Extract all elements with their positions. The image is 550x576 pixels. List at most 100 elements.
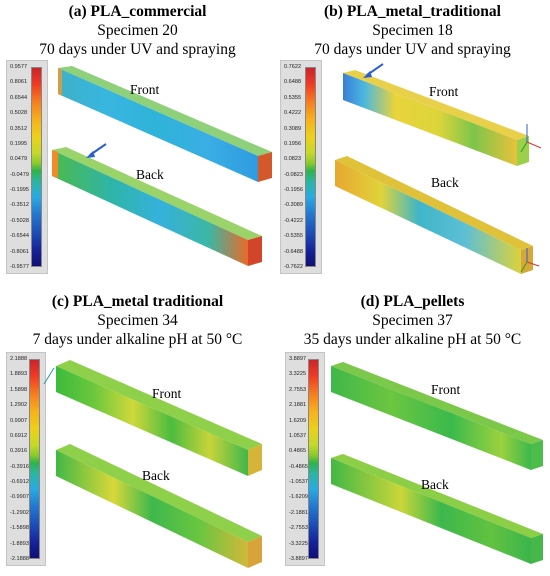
front-specimen (331, 362, 543, 470)
scale-tick-label: -1.8893 (10, 540, 29, 547)
scale-tick-label: -0.7622 (284, 264, 303, 270)
scale-bar (305, 67, 316, 267)
leader-line (43, 367, 55, 385)
color-scale: 0.7622 0.6488 0.5355 0.4222 0.3089 0.1956 0.08… (280, 60, 322, 274)
scale-tick-label: 1.6209 (289, 417, 307, 424)
exposure-label: 70 days under UV and spraying (39, 41, 236, 58)
arrow-icon (86, 143, 107, 158)
axis-triad-icon (520, 124, 542, 273)
back-specimen (52, 147, 262, 266)
scale-tick-label: -0.3089 (284, 202, 303, 209)
scale-tick-label: 3.3225 (289, 371, 307, 378)
scale-ticks: 3.8897 3.3225 2.7553 2.1881 1.6209 1.0537 0.48… (289, 356, 308, 562)
scale-tick-label: 1.2902 (10, 402, 28, 409)
scale-tick-label: 0.6544 (10, 94, 28, 101)
scale-tick-label: -0.3512 (10, 202, 29, 209)
scale-tick-label: 2.7553 (289, 386, 307, 393)
scale-tick-label: -0.3916 (10, 463, 29, 470)
scale-tick-label: -0.1956 (284, 187, 303, 194)
scale-tick-label: 1.5898 (10, 386, 28, 393)
panel-title: (a) PLA_commercial (68, 3, 207, 20)
scale-tick-label: -1.6209 (289, 494, 308, 501)
scale-tick-label: -0.9577 (10, 264, 29, 270)
scale-tick-label: 0.0823 (284, 156, 302, 163)
panel-caption: (c) PLA_metal traditional Specimen 34 7 … (0, 292, 275, 349)
back-label: Back (136, 167, 164, 182)
scale-bar (308, 359, 319, 559)
scale-tick-label: -0.1995 (10, 187, 29, 194)
scale-tick-label: 2.1881 (289, 402, 307, 409)
exposure-label: 70 days under UV and spraying (314, 41, 511, 58)
scale-tick-label: 0.3512 (10, 125, 28, 132)
scale-tick-label: 3.8897 (289, 356, 307, 362)
panel-pla-metal-traditional-uv: (b) PLA_metal_traditional Specimen 18 70… (275, 0, 550, 288)
scale-tick-label: 0.7622 (284, 64, 302, 70)
back-label: Back (142, 468, 170, 483)
scale-tick-label: -0.4865 (289, 463, 308, 470)
scale-tick-label: -0.5355 (284, 233, 303, 240)
scale-tick-label: -2.7553 (289, 525, 308, 532)
scale-ticks: 0.9577 0.8061 0.6544 0.5028 0.3512 0.1995 0.04… (10, 64, 31, 270)
panel-pla-commercial: (a) PLA_commercial Specimen 20 70 days u… (0, 0, 275, 288)
panel-pla-pellets: (d) PLA_pellets Specimen 37 35 days unde… (275, 288, 550, 576)
scale-tick-label: -0.4222 (284, 217, 303, 224)
specimen-label: Specimen 18 (372, 22, 453, 39)
scale-tick-label: -1.0537 (289, 479, 308, 486)
scale-tick-label: 0.5355 (284, 94, 302, 101)
panel-title: (c) PLA_metal traditional (51, 293, 224, 310)
scale-tick-label: 0.1995 (10, 140, 28, 147)
back-specimen (331, 454, 543, 564)
panel-title: (b) PLA_metal_traditional (324, 3, 501, 20)
back-label: Back (431, 175, 459, 190)
scale-tick-label: 0.3916 (10, 448, 28, 455)
scale-tick-label: -0.9907 (10, 494, 29, 501)
scale-tick-label: 0.4222 (284, 110, 302, 117)
scale-tick-label: -0.8061 (10, 248, 29, 255)
scale-ticks: 0.7622 0.6488 0.5355 0.4222 0.3089 0.1956 0.08… (284, 64, 305, 270)
back-specimen (56, 444, 262, 568)
scale-tick-label: -1.2902 (10, 509, 29, 516)
scale-tick-label: 1.0537 (289, 432, 307, 439)
color-scale: 3.8897 3.3225 2.7553 2.1881 1.6209 1.0537 0.48… (285, 352, 325, 566)
scale-tick-label: -3.3225 (289, 540, 308, 547)
scale-tick-label: -3.8897 (289, 556, 308, 562)
panel-caption: (d) PLA_pellets Specimen 37 35 days unde… (275, 292, 550, 349)
scale-tick-label: -0.6488 (284, 248, 303, 255)
specimen-label: Specimen 37 (372, 312, 453, 329)
front-label: Front (429, 84, 459, 99)
front-specimen (343, 70, 529, 166)
panel-pla-metal-traditional-alkaline: (c) PLA_metal traditional Specimen 34 7 … (0, 288, 275, 576)
scale-bar (31, 67, 42, 267)
specimen-label: Specimen 20 (97, 22, 178, 39)
color-scale: 0.9577 0.8061 0.6544 0.5028 0.3512 0.1995 0.04… (6, 60, 48, 274)
scale-tick-label: 0.6488 (284, 79, 302, 86)
exposure-label: 7 days under alkaline pH at 50 °C (32, 331, 243, 348)
scale-tick-label: 1.8893 (10, 371, 28, 378)
scale-tick-label: 0.1956 (284, 140, 302, 147)
scale-tick-label: 0.8061 (10, 79, 28, 86)
scale-bar (29, 359, 40, 559)
specimen-render (52, 66, 272, 266)
color-scale: 2.1888 1.8893 1.5898 1.2902 0.9907 0.6912 0.39… (6, 352, 46, 566)
scale-ticks: 2.1888 1.8893 1.5898 1.2902 0.9907 0.6912 0.39… (10, 356, 29, 562)
back-label: Back (421, 477, 449, 492)
panel-title: (d) PLA_pellets (360, 293, 465, 310)
scale-tick-label: -0.0823 (284, 171, 303, 178)
front-label: Front (431, 382, 461, 397)
scale-tick-label: -2.1888 (10, 556, 29, 562)
front-specimen (58, 66, 272, 182)
scale-tick-label: -0.0479 (10, 171, 29, 178)
specimen-label: Specimen 34 (97, 312, 178, 329)
scale-tick-label: 0.5028 (10, 110, 28, 117)
exposure-label: 35 days under alkaline pH at 50 °C (303, 331, 522, 348)
front-label: Front (130, 82, 160, 97)
scale-tick-label: 0.9577 (10, 64, 28, 70)
scale-tick-label: 0.4865 (289, 448, 307, 455)
specimen-render (335, 70, 542, 274)
specimen-render (331, 362, 543, 564)
panel-caption: (a) PLA_commercial Specimen 20 70 days u… (0, 2, 275, 59)
scale-tick-label: -1.5898 (10, 525, 29, 532)
scale-tick-label: -0.6912 (10, 479, 29, 486)
scale-tick-label: 0.6912 (10, 432, 28, 439)
panel-caption: (b) PLA_metal_traditional Specimen 18 70… (275, 2, 550, 59)
